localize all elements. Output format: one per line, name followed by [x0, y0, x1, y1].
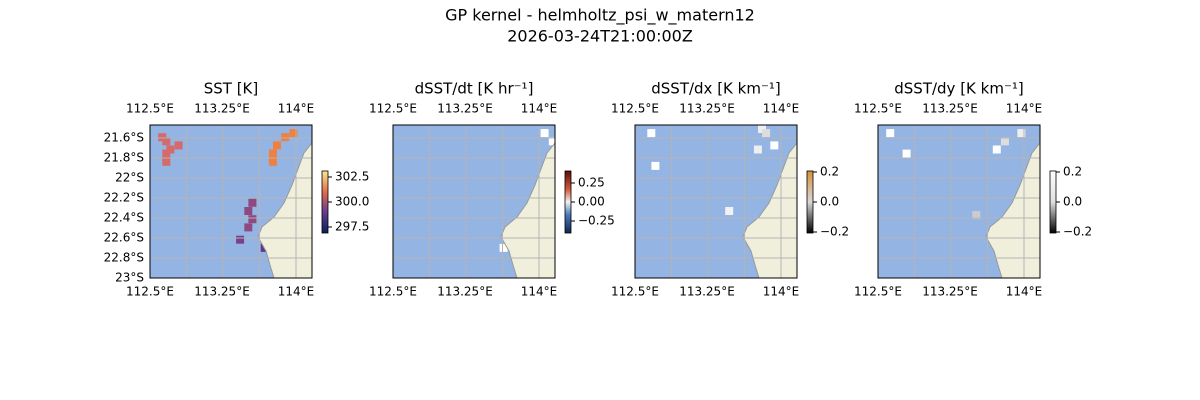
- colorbar: [806, 170, 814, 234]
- lon-label-top: 113.25°E: [679, 102, 735, 116]
- colorbar-label: −0.2: [820, 225, 849, 239]
- panel-title: SST [K]: [204, 80, 259, 98]
- data-pixel: [236, 235, 245, 244]
- data-pixel: [770, 141, 779, 150]
- lon-label-bottom: 113.25°E: [194, 285, 250, 299]
- lon-label-top: 114°E: [278, 102, 315, 116]
- lon-label-bottom: 114°E: [1006, 285, 1043, 299]
- lon-label-top: 113.25°E: [922, 102, 978, 116]
- lon-label-top: 114°E: [1006, 102, 1043, 116]
- lon-label-bottom: 112.5°E: [126, 285, 174, 299]
- data-pixel: [268, 149, 277, 158]
- lon-label-bottom: 112.5°E: [611, 285, 659, 299]
- data-pixel: [289, 129, 298, 138]
- data-pixel: [753, 145, 762, 154]
- colorbar-label: 0.25: [578, 176, 605, 190]
- lon-label-top: 112.5°E: [126, 102, 174, 116]
- lon-label-top: 114°E: [521, 102, 558, 116]
- lat-label: 22.4°S: [104, 211, 144, 225]
- lon-label-top: 112.5°E: [854, 102, 902, 116]
- data-pixel: [540, 129, 549, 138]
- lon-label-bottom: 114°E: [521, 285, 558, 299]
- data-pixel: [886, 129, 895, 138]
- lat-label: 21.6°S: [104, 131, 144, 145]
- map-panel: [149, 124, 313, 279]
- data-pixel: [281, 133, 290, 142]
- colorbar-label: 0.00: [578, 195, 605, 209]
- lon-label-top: 112.5°E: [369, 102, 417, 116]
- data-pixel: [162, 149, 171, 158]
- colorbar-label: −0.25: [578, 214, 615, 228]
- data-pixel: [1017, 129, 1026, 138]
- data-pixel: [162, 137, 171, 146]
- data-pixel: [758, 125, 766, 133]
- map-frame: [877, 124, 1041, 279]
- lat-label: 22.8°S: [104, 251, 144, 265]
- colorbar-label: 302.5: [335, 170, 369, 184]
- panel-title: dSST/dy [K km⁻¹]: [894, 80, 1024, 98]
- map-frame: [392, 124, 556, 279]
- map-panel: [877, 124, 1041, 279]
- figure-title: GP kernel - helmholtz_psi_w_matern12: [445, 6, 755, 26]
- data-pixel: [651, 161, 660, 170]
- data-pixel: [992, 145, 1001, 154]
- data-pixel: [762, 129, 771, 138]
- lon-label-bottom: 113.25°E: [437, 285, 493, 299]
- data-pixel: [972, 211, 981, 220]
- lon-label-bottom: 112.5°E: [369, 285, 417, 299]
- lon-label-top: 112.5°E: [611, 102, 659, 116]
- lon-label-bottom: 114°E: [278, 285, 315, 299]
- map-frame: [149, 124, 313, 279]
- lon-label-bottom: 113.25°E: [679, 285, 735, 299]
- panel-title: dSST/dt [K hr⁻¹]: [415, 80, 534, 98]
- data-pixel: [273, 141, 281, 150]
- lat-label: 22.2°S: [104, 191, 144, 205]
- data-pixel: [162, 157, 171, 166]
- colorbar: [564, 170, 572, 234]
- data-pixel: [902, 149, 911, 158]
- data-pixel: [174, 141, 183, 150]
- colorbar-label: 300.0: [335, 195, 369, 209]
- lon-label-top: 114°E: [763, 102, 800, 116]
- data-pixel: [548, 137, 557, 146]
- colorbar: [1049, 170, 1057, 234]
- lat-label: 22°S: [115, 171, 144, 185]
- data-pixel: [268, 157, 277, 166]
- lat-label: 23°S: [115, 271, 144, 285]
- map-panel: [634, 124, 798, 279]
- data-pixel: [725, 207, 734, 215]
- panel-title: dSST/dx [K km⁻¹]: [651, 80, 781, 98]
- lon-label-bottom: 114°E: [763, 285, 800, 299]
- data-pixel: [244, 207, 253, 215]
- data-pixel: [166, 145, 175, 154]
- data-pixel: [248, 215, 257, 224]
- data-pixel: [244, 223, 253, 232]
- colorbar-label: −0.2: [1063, 225, 1092, 239]
- data-pixel: [248, 198, 257, 207]
- colorbar-label: 297.5: [335, 220, 369, 234]
- lon-label-top: 113.25°E: [194, 102, 250, 116]
- data-pixel: [1001, 137, 1009, 146]
- lat-label: 21.8°S: [104, 151, 144, 165]
- data-pixel: [647, 129, 656, 138]
- colorbar-label: 0.0: [1063, 195, 1082, 209]
- lat-label: 22.6°S: [104, 231, 144, 245]
- figure-subtitle: 2026-03-24T21:00:00Z: [507, 27, 693, 46]
- colorbar: [321, 170, 329, 234]
- colorbar-label: 0.2: [820, 165, 839, 179]
- data-pixel: [158, 133, 167, 142]
- colorbar-label: 0.0: [820, 195, 839, 209]
- lon-label-bottom: 113.25°E: [922, 285, 978, 299]
- map-panel: [392, 124, 557, 279]
- colorbar-label: 0.2: [1063, 165, 1082, 179]
- map-frame: [634, 124, 798, 279]
- lon-label-bottom: 112.5°E: [854, 285, 902, 299]
- data-pixel: [499, 243, 508, 252]
- lon-label-top: 113.25°E: [437, 102, 493, 116]
